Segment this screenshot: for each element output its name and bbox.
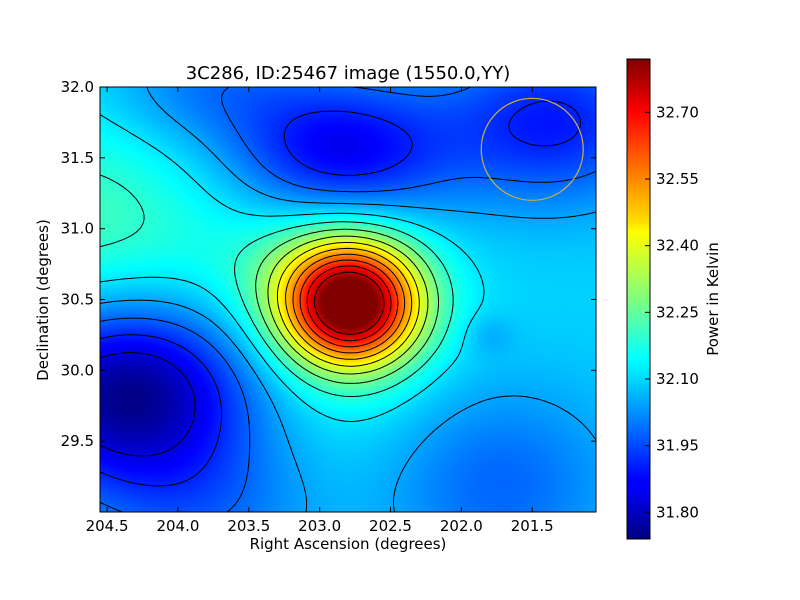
x-tick-label: 202.5	[369, 517, 412, 535]
colorbar-tick-label: 32.10	[656, 370, 699, 388]
x-tick-label: 203.0	[298, 517, 341, 535]
colorbar-tick-label: 31.80	[656, 503, 699, 521]
contour-line	[100, 352, 196, 457]
colorbar-tick-label: 32.70	[656, 103, 699, 121]
y-tick-label: 30.0	[61, 361, 94, 379]
contour-line	[100, 100, 582, 487]
contour-lines	[100, 87, 596, 512]
colorbar-tick-label: 32.40	[656, 237, 699, 255]
x-axis: 204.5 204.0 203.5 203.0 202.5 202.0 201.5	[86, 87, 554, 535]
contour-line	[285, 247, 413, 360]
contour-line	[299, 259, 399, 348]
x-tick-label: 203.5	[227, 517, 270, 535]
chart-title: 3C286, ID:25467 image (1550.0,YY)	[186, 63, 511, 84]
contour-line	[306, 265, 392, 342]
contour-line	[276, 242, 420, 367]
contour-line	[255, 228, 439, 384]
contour-line	[292, 253, 406, 354]
y-tick-label: 30.5	[61, 291, 94, 309]
colorbar-tick-label: 32.55	[656, 170, 699, 188]
x-tick-label: 202.0	[440, 517, 483, 535]
x-tick-label: 204.5	[86, 517, 129, 535]
colorbar-tick-label: 32.25	[656, 303, 699, 321]
y-axis: 29.5 30.0 30.5 31.0 31.5 32.0	[61, 78, 596, 450]
x-axis-label: Right Ascension (degrees)	[250, 535, 447, 553]
beam-circle	[480, 97, 584, 201]
y-tick-label: 31.5	[61, 149, 94, 167]
y-tick-label: 31.0	[61, 220, 94, 238]
x-tick-label: 201.5	[511, 517, 554, 535]
y-axis-label: Declination (degrees)	[34, 219, 52, 381]
colorbar-tick-label: 31.95	[656, 437, 699, 455]
y-tick-label: 32.0	[61, 78, 94, 96]
heatmap-image	[100, 87, 596, 512]
colorbar-label: Power in Kelvin	[704, 242, 722, 356]
contour-line	[100, 87, 596, 512]
y-tick-label: 29.5	[61, 432, 94, 450]
contour-line	[313, 271, 385, 335]
x-tick-label: 204.0	[156, 517, 199, 535]
contour-line	[267, 235, 429, 375]
colorbar-axis: 31.80 31.95 32.10 32.25 32.40 32.55 32.70	[645, 103, 699, 521]
colorbar	[626, 58, 651, 540]
contour-line	[100, 87, 596, 512]
